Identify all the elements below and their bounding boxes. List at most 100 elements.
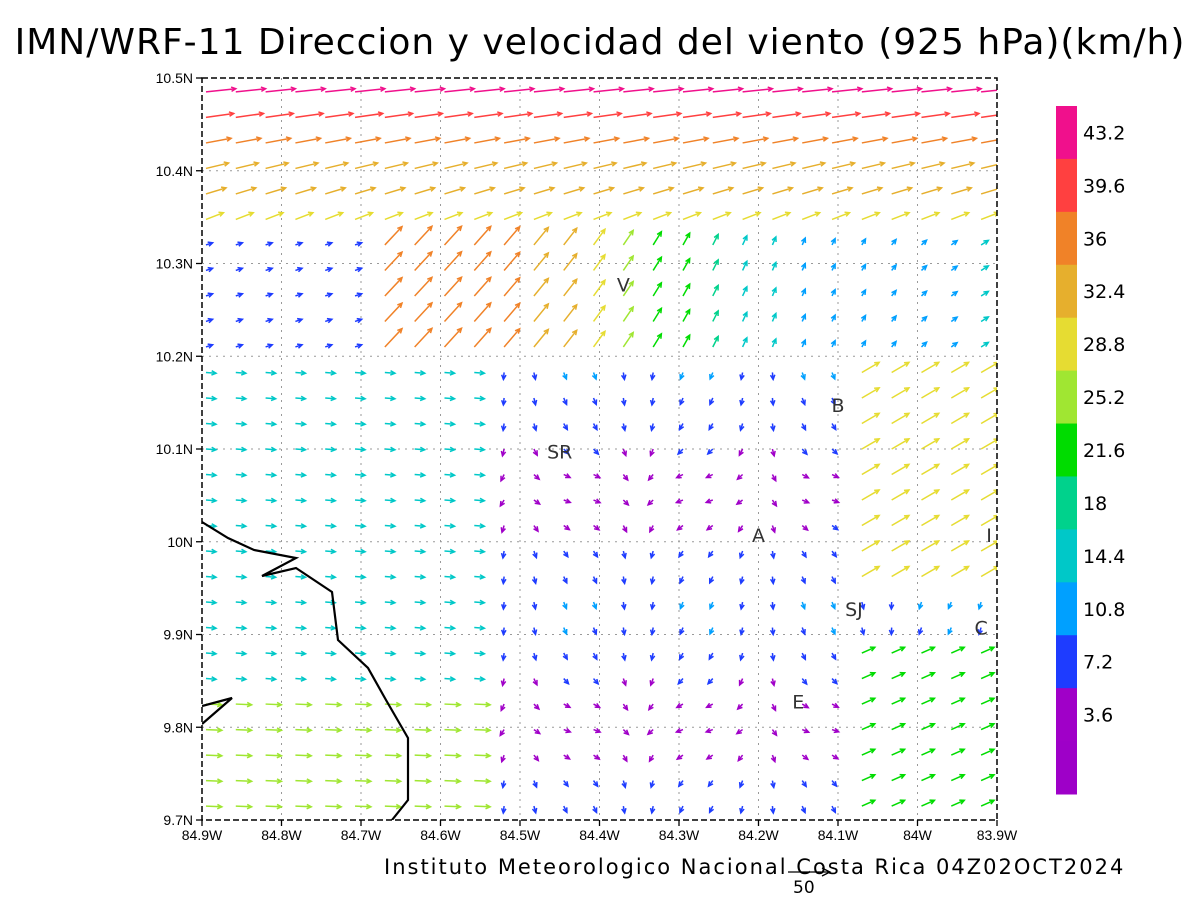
wind-vector bbox=[770, 525, 777, 534]
colorbar-label: 25.2 bbox=[1083, 387, 1125, 409]
lat-tick-label: 9.7N bbox=[163, 812, 193, 828]
wind-vector bbox=[500, 397, 507, 407]
wind-vector bbox=[354, 370, 367, 376]
wind-vectors bbox=[205, 86, 997, 815]
wind-vector bbox=[682, 86, 715, 93]
wind-vector bbox=[861, 438, 881, 450]
wind-vector bbox=[325, 778, 343, 784]
wind-vector bbox=[891, 111, 922, 119]
wind-vector bbox=[891, 161, 916, 170]
wind-vector bbox=[325, 86, 357, 93]
wind-vector bbox=[474, 803, 492, 810]
colorbar-segment bbox=[1056, 106, 1077, 160]
wind-vector bbox=[831, 702, 840, 708]
wind-vector bbox=[354, 266, 364, 273]
wind-vector bbox=[205, 292, 215, 298]
wind-vector bbox=[533, 251, 550, 271]
wind-vector bbox=[533, 754, 540, 762]
wind-vector bbox=[235, 497, 248, 504]
wind-vector bbox=[235, 803, 254, 810]
lon-tick-label: 84.3W bbox=[659, 827, 700, 843]
wind-vector bbox=[265, 574, 278, 580]
wind-vector bbox=[712, 186, 735, 195]
wind-vector bbox=[770, 780, 776, 790]
wind-vector bbox=[708, 805, 715, 814]
wind-vector bbox=[921, 211, 941, 221]
wind-vector bbox=[592, 253, 606, 271]
wind-vector bbox=[831, 161, 857, 170]
wind-vector bbox=[325, 727, 343, 733]
wind-vector bbox=[831, 498, 841, 504]
wind-vector bbox=[704, 473, 714, 479]
wind-vector bbox=[563, 211, 583, 221]
lat-tick-label: 10.1N bbox=[156, 441, 193, 457]
wind-vector bbox=[205, 136, 233, 144]
wind-vector bbox=[325, 523, 338, 529]
wind-vector bbox=[593, 211, 613, 221]
wind-vector bbox=[562, 372, 568, 381]
wind-vector bbox=[563, 111, 594, 119]
wind-vector bbox=[592, 278, 606, 297]
wind-vector bbox=[738, 448, 744, 457]
colorbar-label: 3.6 bbox=[1083, 705, 1113, 727]
wind-vector bbox=[414, 395, 427, 402]
wind-vector bbox=[646, 729, 654, 736]
wind-vector bbox=[354, 292, 364, 298]
wind-vector bbox=[679, 805, 685, 814]
wind-vector bbox=[354, 395, 367, 402]
lat-tick-label: 10.5N bbox=[156, 70, 193, 86]
wind-vector bbox=[620, 601, 627, 611]
wind-vector bbox=[205, 370, 218, 376]
wind-vector bbox=[769, 627, 776, 637]
wind-vector bbox=[324, 266, 334, 273]
wind-vector bbox=[861, 463, 881, 476]
lon-tick-label: 84.4W bbox=[579, 827, 620, 843]
wind-vector bbox=[503, 250, 521, 271]
wind-vector bbox=[265, 370, 278, 376]
wind-vector bbox=[444, 446, 457, 453]
wind-vector bbox=[354, 676, 367, 682]
wind-vector bbox=[950, 773, 966, 782]
wind-vector bbox=[563, 303, 578, 322]
wind-vector bbox=[891, 361, 911, 374]
wind-vector bbox=[682, 257, 691, 271]
wind-vector bbox=[533, 302, 550, 322]
wind-vector bbox=[531, 576, 538, 585]
wind-vector bbox=[384, 548, 397, 555]
wind-vector bbox=[384, 497, 397, 504]
wind-vector bbox=[980, 114, 997, 119]
wind-vector bbox=[295, 778, 313, 784]
wind-vector bbox=[533, 703, 541, 711]
wind-vector bbox=[503, 111, 534, 119]
wind-vector bbox=[533, 277, 550, 297]
wind-vector bbox=[861, 540, 881, 552]
wind-vector bbox=[653, 111, 683, 119]
wind-vector bbox=[950, 412, 971, 425]
wind-vector bbox=[921, 697, 937, 705]
wind-vector bbox=[801, 780, 808, 788]
wind-vector bbox=[950, 361, 971, 374]
wind-vector bbox=[801, 703, 810, 709]
wind-vector bbox=[295, 650, 308, 657]
wind-vector bbox=[621, 652, 627, 662]
wind-vector bbox=[354, 523, 367, 529]
wind-vector bbox=[355, 701, 373, 708]
wind-vector bbox=[622, 754, 628, 763]
wind-vector bbox=[592, 780, 599, 788]
colorbar-segment bbox=[1056, 529, 1077, 583]
wind-vector bbox=[891, 540, 911, 552]
wind-vector bbox=[205, 625, 218, 631]
wind-vector bbox=[950, 514, 971, 527]
wind-vector bbox=[265, 211, 285, 221]
wind-vector bbox=[831, 186, 854, 195]
wind-vector bbox=[265, 446, 278, 453]
wind-vector bbox=[891, 697, 907, 705]
wind-vector bbox=[473, 276, 492, 297]
wind-vector bbox=[443, 250, 463, 271]
reference-vector-label: 50 bbox=[793, 878, 815, 898]
wind-vector bbox=[861, 748, 877, 756]
wind-vector bbox=[861, 186, 884, 195]
wind-vector bbox=[772, 161, 797, 170]
lon-tick-label: 83.9W bbox=[977, 827, 1018, 843]
